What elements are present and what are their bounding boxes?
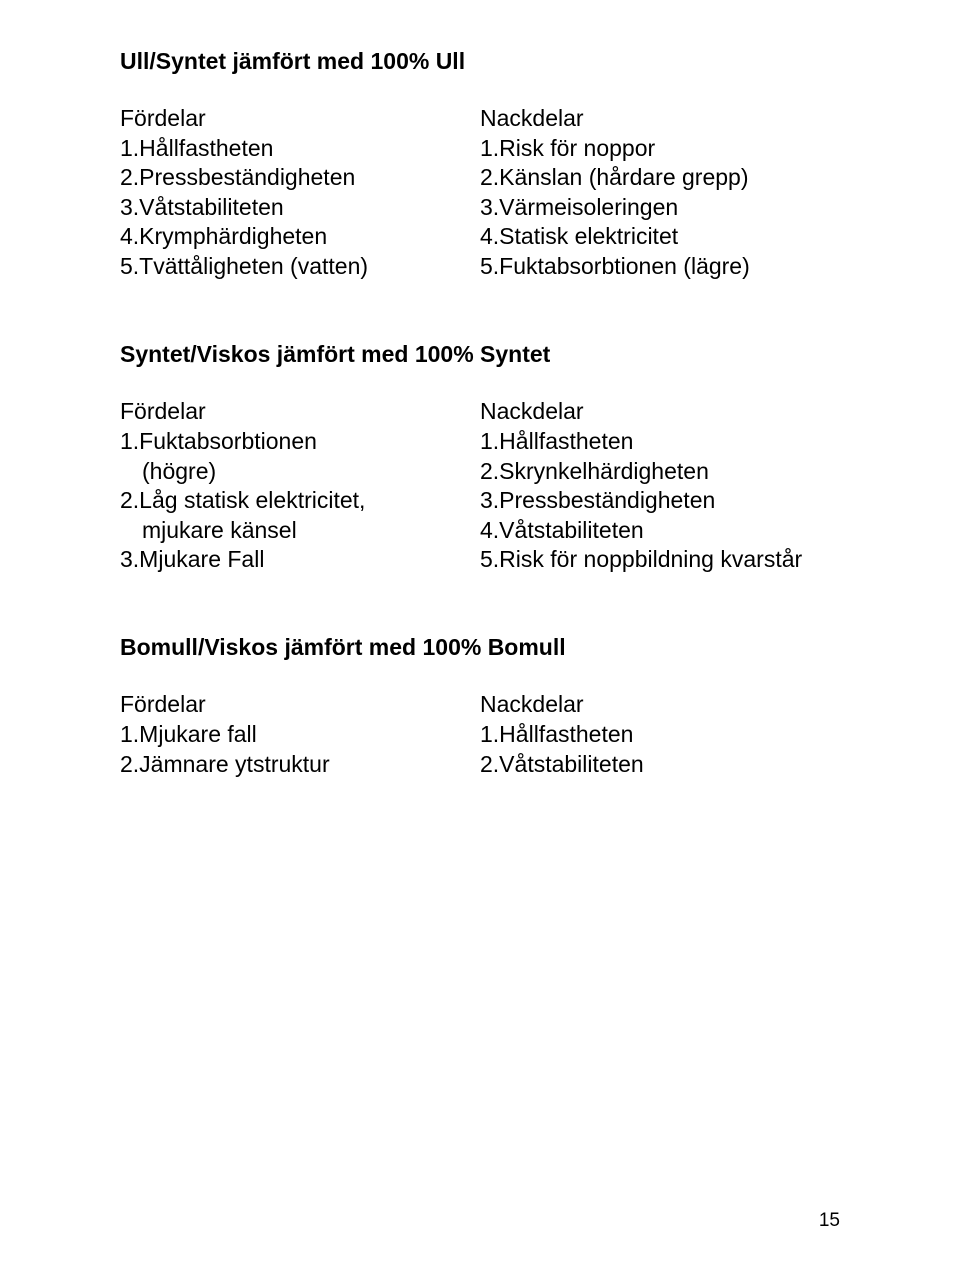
nackdelar-column: Nackdelar 1.Hållfastheten 2.Våtstabilite… — [480, 691, 840, 779]
list-item: 1.Hållfastheten — [480, 720, 840, 749]
list-item: 2.Låg statisk elektricitet, — [120, 486, 480, 515]
list-item: 4.Våtstabiliteten — [480, 516, 840, 545]
list-item: 1.Fuktabsorbtionen — [120, 427, 480, 456]
list-item: 1.Mjukare fall — [120, 720, 480, 749]
column-title: Nackdelar — [480, 105, 840, 132]
list-item: 1.Risk för noppor — [480, 134, 840, 163]
list-item: 3.Våtstabiliteten — [120, 193, 480, 222]
column-title: Nackdelar — [480, 398, 840, 425]
list-item: 2.Känslan (hårdare grepp) — [480, 163, 840, 192]
column-title: Fördelar — [120, 398, 480, 425]
nackdelar-column: Nackdelar 1.Risk för noppor 2.Känslan (h… — [480, 105, 840, 281]
fordelar-column: Fördelar 1.Fuktabsorbtionen (högre) 2.Lå… — [120, 398, 480, 574]
two-column-block: Fördelar 1.Hållfastheten 2.Pressbeständi… — [120, 105, 840, 281]
column-title: Nackdelar — [480, 691, 840, 718]
list-item: 3.Mjukare Fall — [120, 545, 480, 574]
list-item: 3.Värmeisoleringen — [480, 193, 840, 222]
section-heading: Bomull/Viskos jämfört med 100% Bomull — [120, 634, 840, 661]
list-item: 2.Skrynkelhärdigheten — [480, 457, 840, 486]
fordelar-column: Fördelar 1.Hållfastheten 2.Pressbeständi… — [120, 105, 480, 281]
list-item: 4.Statisk elektricitet — [480, 222, 840, 251]
section-heading: Ull/Syntet jämfört med 100% Ull — [120, 48, 840, 75]
list-item: 3.Pressbeständigheten — [480, 486, 840, 515]
list-item: 5.Risk för noppbildning kvarstår — [480, 545, 840, 574]
column-title: Fördelar — [120, 105, 480, 132]
page: Ull/Syntet jämfört med 100% Ull Fördelar… — [0, 0, 960, 1272]
list-item: 1.Hållfastheten — [120, 134, 480, 163]
column-title: Fördelar — [120, 691, 480, 718]
list-item: 2.Våtstabiliteten — [480, 750, 840, 779]
list-item: 4.Krymphärdigheten — [120, 222, 480, 251]
list-item-continuation: mjukare känsel — [120, 516, 480, 545]
two-column-block: Fördelar 1.Fuktabsorbtionen (högre) 2.Lå… — [120, 398, 840, 574]
list-item: 5.Tvättåligheten (vatten) — [120, 252, 480, 281]
section-heading: Syntet/Viskos jämfört med 100% Syntet — [120, 341, 840, 368]
list-item: 1.Hållfastheten — [480, 427, 840, 456]
list-item-continuation: (högre) — [120, 457, 480, 486]
list-item: 2.Jämnare ytstruktur — [120, 750, 480, 779]
two-column-block: Fördelar 1.Mjukare fall 2.Jämnare ytstru… — [120, 691, 840, 779]
fordelar-column: Fördelar 1.Mjukare fall 2.Jämnare ytstru… — [120, 691, 480, 779]
list-item: 2.Pressbeständigheten — [120, 163, 480, 192]
nackdelar-column: Nackdelar 1.Hållfastheten 2.Skrynkelhärd… — [480, 398, 840, 574]
page-number: 15 — [819, 1210, 840, 1232]
list-item: 5.Fuktabsorbtionen (lägre) — [480, 252, 840, 281]
